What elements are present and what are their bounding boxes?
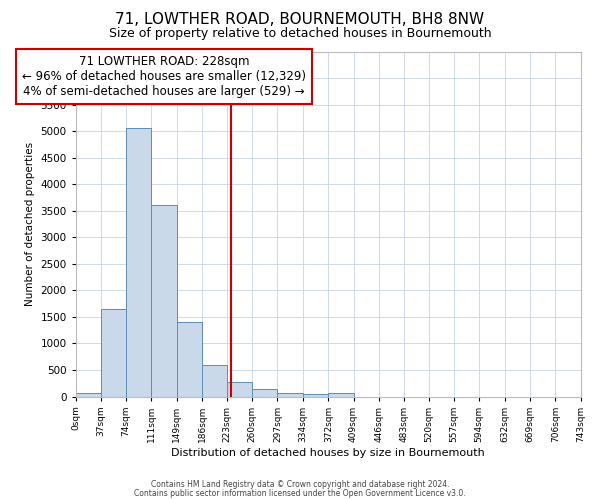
Text: Contains HM Land Registry data © Crown copyright and database right 2024.: Contains HM Land Registry data © Crown c… (151, 480, 449, 489)
Y-axis label: Number of detached properties: Number of detached properties (25, 142, 35, 306)
Text: Size of property relative to detached houses in Bournemouth: Size of property relative to detached ho… (109, 28, 491, 40)
Bar (177, 322, 202, 396)
Bar (253, 388, 277, 396)
Bar (277, 392, 302, 396)
Bar (202, 364, 227, 396)
Bar (76, 392, 101, 396)
Bar (126, 128, 151, 396)
Text: Contains public sector information licensed under the Open Government Licence v3: Contains public sector information licen… (134, 488, 466, 498)
Bar (302, 394, 328, 396)
Text: 71 LOWTHER ROAD: 228sqm
← 96% of detached houses are smaller (12,329)
4% of semi: 71 LOWTHER ROAD: 228sqm ← 96% of detache… (22, 55, 306, 98)
Bar (151, 206, 177, 396)
Bar (101, 309, 126, 396)
X-axis label: Distribution of detached houses by size in Bournemouth: Distribution of detached houses by size … (171, 448, 485, 458)
Bar (227, 382, 253, 396)
Bar (328, 392, 353, 396)
Text: 71, LOWTHER ROAD, BOURNEMOUTH, BH8 8NW: 71, LOWTHER ROAD, BOURNEMOUTH, BH8 8NW (115, 12, 485, 28)
